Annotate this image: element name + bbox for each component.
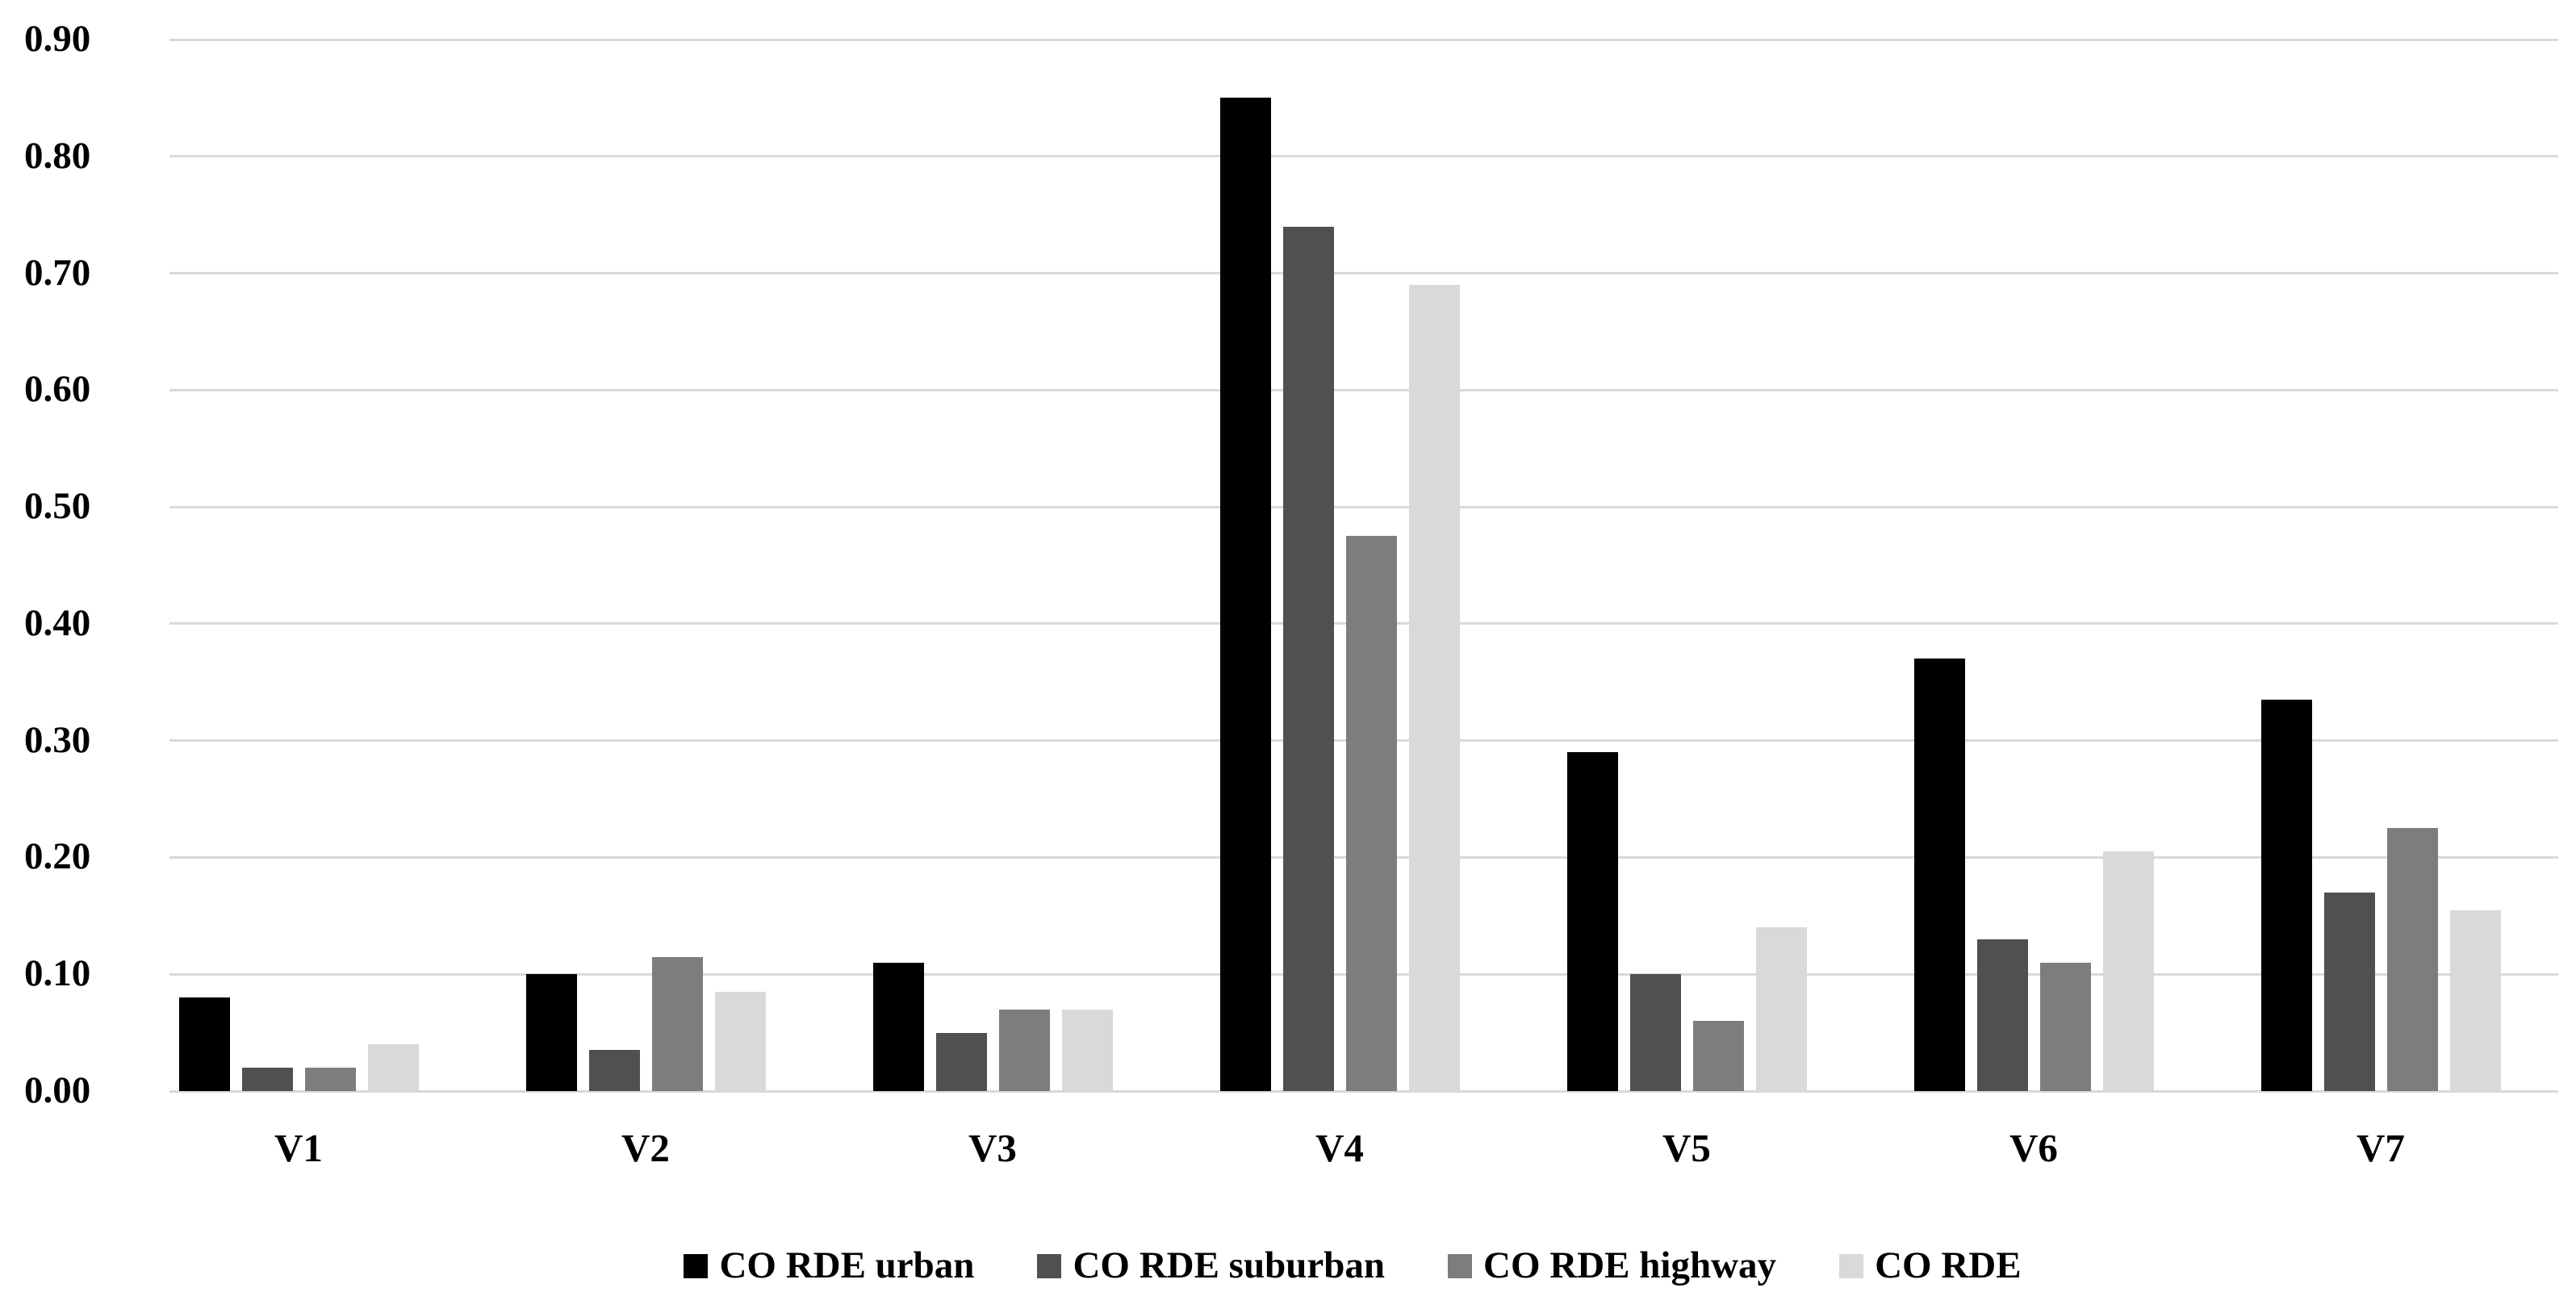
x-axis-label-V2: V2 — [621, 1126, 670, 1170]
gridline — [169, 38, 2558, 41]
bar-V3-series1 — [872, 962, 924, 1091]
plot-area — [169, 0, 2558, 1313]
bar-V3-series3 — [998, 1009, 1050, 1091]
legend-item-series4: CO RDE — [1839, 1244, 2022, 1286]
legend-swatch-icon — [1448, 1253, 1473, 1278]
bar-V5-series1 — [1566, 752, 1618, 1091]
bar-V7-series4 — [2449, 909, 2501, 1091]
legend-swatch-icon — [1839, 1253, 1864, 1278]
y-tick-label: 0.80 — [24, 134, 91, 177]
gridline — [169, 155, 2558, 158]
x-axis-label-V6: V6 — [2009, 1126, 2058, 1170]
gridline — [169, 1089, 2558, 1093]
bar-V7-series2 — [2323, 892, 2375, 1091]
y-tick-label: 0.70 — [24, 251, 91, 294]
x-axis-label-V5: V5 — [1662, 1126, 1711, 1170]
bar-V4-series3 — [1345, 536, 1397, 1091]
bar-V4-series4 — [1408, 285, 1460, 1091]
bar-V6-series1 — [1913, 659, 1965, 1091]
legend-swatch-icon — [684, 1253, 709, 1278]
y-tick-label: 0.10 — [24, 952, 91, 995]
gridline — [169, 505, 2558, 508]
bar-V7-series3 — [2386, 828, 2438, 1091]
x-axis-label-V4: V4 — [1315, 1126, 1364, 1170]
bar-V1-series3 — [304, 1068, 356, 1091]
bar-V2-series3 — [651, 956, 703, 1091]
y-tick-label: 0.30 — [24, 718, 91, 761]
legend: CO RDE urban CO RDE suburban CO RDE highwa… — [65, 1247, 2576, 1285]
bar-V3-series2 — [935, 1032, 987, 1091]
bar-V3-series4 — [1061, 1009, 1113, 1091]
bar-V4-series2 — [1282, 226, 1334, 1091]
legend-swatch-icon — [1037, 1253, 1062, 1278]
y-tick-label: 0.40 — [24, 601, 91, 644]
gridline — [169, 272, 2558, 275]
bar-V6-series4 — [2102, 851, 2154, 1091]
legend-label: CO RDE highway — [1483, 1244, 1777, 1286]
bar-V6-series3 — [2039, 962, 2091, 1091]
bar-V6-series2 — [1976, 939, 2028, 1091]
bar-V1-series4 — [367, 1044, 419, 1091]
bar-V1-series1 — [178, 997, 230, 1091]
y-tick-label: 0.50 — [24, 485, 91, 528]
y-tick-label: 0.00 — [24, 1069, 91, 1111]
y-tick-label: 0.20 — [24, 835, 91, 878]
bar-V5-series2 — [1629, 974, 1681, 1091]
bar-V2-series1 — [525, 974, 577, 1091]
legend-item-series2: CO RDE suburban — [1037, 1247, 1385, 1285]
bar-V4-series1 — [1219, 98, 1271, 1091]
bar-V7-series1 — [2260, 699, 2312, 1091]
x-axis-label-V7: V7 — [2356, 1126, 2405, 1170]
gridline — [169, 388, 2558, 391]
legend-item-series1: CO RDE urban — [684, 1247, 974, 1285]
legend-label: CO RDE — [1875, 1244, 2022, 1286]
bar-V2-series2 — [588, 1050, 640, 1091]
legend-label: CO RDE urban — [719, 1244, 975, 1286]
y-tick-label: 0.60 — [24, 368, 91, 411]
x-axis-label-V3: V3 — [968, 1126, 1017, 1170]
y-tick-label: 0.90 — [24, 18, 91, 60]
legend-item-series3: CO RDE highway — [1448, 1247, 1776, 1285]
bar-V5-series3 — [1692, 1021, 1744, 1091]
bar-V5-series4 — [1755, 927, 1807, 1091]
legend-label: CO RDE suburban — [1073, 1244, 1386, 1286]
bar-V1-series2 — [241, 1068, 293, 1091]
bar-V2-series4 — [714, 991, 766, 1091]
x-axis-label-V1: V1 — [274, 1126, 323, 1170]
